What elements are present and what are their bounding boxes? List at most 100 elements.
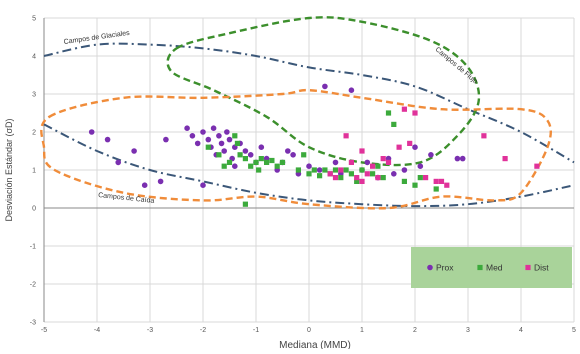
data-point-dist bbox=[380, 156, 386, 162]
data-point-prox bbox=[200, 129, 206, 135]
data-point-prox bbox=[218, 140, 225, 147]
data-point-dist bbox=[423, 175, 429, 181]
data-point-med bbox=[359, 167, 365, 173]
x-tick-label: 1 bbox=[360, 327, 364, 334]
data-point-med bbox=[274, 163, 280, 169]
data-point-med bbox=[412, 182, 418, 188]
data-point-med bbox=[370, 171, 376, 177]
y-tick-label: 1 bbox=[32, 168, 36, 175]
data-point-dist bbox=[343, 133, 349, 139]
data-point-prox bbox=[428, 152, 434, 158]
data-point-dist bbox=[375, 175, 381, 181]
data-point-med bbox=[256, 167, 262, 173]
data-point-med bbox=[269, 157, 275, 164]
data-point-med bbox=[354, 178, 360, 184]
x-tick-label: -2 bbox=[200, 327, 206, 334]
region-boundary bbox=[43, 42, 575, 164]
data-point-dist bbox=[444, 182, 450, 188]
data-point-dist bbox=[370, 163, 376, 169]
data-point-med bbox=[385, 110, 392, 116]
data-point-prox bbox=[322, 83, 328, 90]
data-point-med bbox=[279, 159, 286, 165]
data-point-prox bbox=[316, 167, 323, 173]
data-point-med bbox=[205, 144, 211, 150]
x-tick-label: 3 bbox=[466, 327, 470, 334]
data-point-med bbox=[301, 152, 307, 158]
data-point-med bbox=[232, 133, 238, 139]
legend-label-med: Med bbox=[486, 263, 503, 273]
x-tick-label: 0 bbox=[307, 327, 311, 334]
data-point-dist bbox=[364, 171, 370, 177]
data-point-med bbox=[234, 140, 241, 146]
data-point-prox bbox=[226, 136, 233, 143]
data-point-med bbox=[317, 173, 323, 179]
x-tick-label: -3 bbox=[147, 327, 153, 334]
data-point-med bbox=[242, 156, 248, 162]
data-point-prox bbox=[189, 133, 196, 139]
tick-labels: -5 -4 -3 -2 -1 0 1 2 3 4 5 -3 -2 -1 0 1 2 3 4 5 bbox=[30, 16, 576, 335]
data-point-prox bbox=[401, 167, 408, 173]
x-tick-label: -4 bbox=[94, 327, 100, 334]
data-point-med bbox=[295, 167, 301, 173]
data-point-med bbox=[258, 156, 264, 162]
x-axis-label: Mediana (MMD) bbox=[279, 340, 351, 349]
data-point-dist bbox=[481, 133, 487, 139]
data-point-prox bbox=[163, 136, 169, 143]
data-point-dist bbox=[412, 110, 418, 116]
data-point-prox bbox=[232, 163, 238, 169]
data-point-med bbox=[380, 175, 386, 181]
data-point-med bbox=[338, 175, 344, 181]
data-point-prox bbox=[258, 144, 265, 150]
data-point-med bbox=[348, 171, 354, 177]
data-point-prox bbox=[216, 133, 222, 139]
annotation-flujo: Campos de Flujo bbox=[434, 46, 479, 85]
data-point-dist bbox=[359, 178, 365, 184]
data-point-med bbox=[237, 152, 243, 158]
y-tick-label: 2 bbox=[32, 130, 36, 137]
data-point-prox bbox=[306, 163, 312, 169]
data-point-prox bbox=[104, 136, 111, 143]
legend-label-prox: Prox bbox=[436, 263, 454, 273]
y-tick-label: -3 bbox=[30, 320, 36, 327]
axes bbox=[43, 18, 574, 322]
data-point-prox bbox=[115, 159, 121, 166]
data-point-prox bbox=[131, 148, 137, 154]
data-point-prox bbox=[412, 144, 418, 150]
legend-marker-dist bbox=[525, 264, 531, 271]
y-tick-label: 4 bbox=[32, 54, 36, 61]
data-point-med bbox=[264, 159, 270, 165]
x-tick-label: 4 bbox=[519, 327, 523, 334]
data-point-dist bbox=[502, 156, 508, 162]
data-point-dist bbox=[338, 167, 344, 173]
data-point-prox bbox=[88, 129, 95, 135]
data-point-prox bbox=[242, 148, 249, 154]
data-point-prox bbox=[285, 148, 291, 154]
x-tick-label: -1 bbox=[253, 327, 259, 334]
data-point-prox bbox=[141, 182, 148, 188]
y-tick-label: 5 bbox=[32, 16, 36, 23]
data-point-dist bbox=[359, 148, 365, 154]
legend-box bbox=[411, 247, 572, 288]
y-tick-label: -1 bbox=[30, 244, 36, 251]
y-tick-label: 3 bbox=[32, 92, 36, 99]
data-point-prox bbox=[184, 125, 190, 131]
x-tick-label: -5 bbox=[41, 327, 47, 334]
data-point-dist bbox=[407, 140, 413, 146]
data-point-dist bbox=[332, 175, 339, 181]
data-point-prox bbox=[210, 125, 217, 131]
data-point-dist bbox=[401, 106, 407, 112]
data-point-med bbox=[417, 175, 423, 181]
y-axis-label: Desviación Estándar (σD) bbox=[4, 118, 14, 221]
legend-marker-med bbox=[477, 264, 483, 271]
data-point-dist bbox=[348, 159, 354, 165]
regions bbox=[40, 16, 575, 210]
data-point-med bbox=[433, 186, 439, 192]
data-point-prox bbox=[391, 171, 397, 177]
x-tick-label: 2 bbox=[413, 327, 417, 334]
data-point-prox bbox=[459, 155, 466, 162]
data-point-med bbox=[311, 167, 317, 173]
data-point-med bbox=[343, 167, 349, 173]
data-point-prox bbox=[205, 136, 212, 143]
data-point-med bbox=[242, 201, 248, 207]
